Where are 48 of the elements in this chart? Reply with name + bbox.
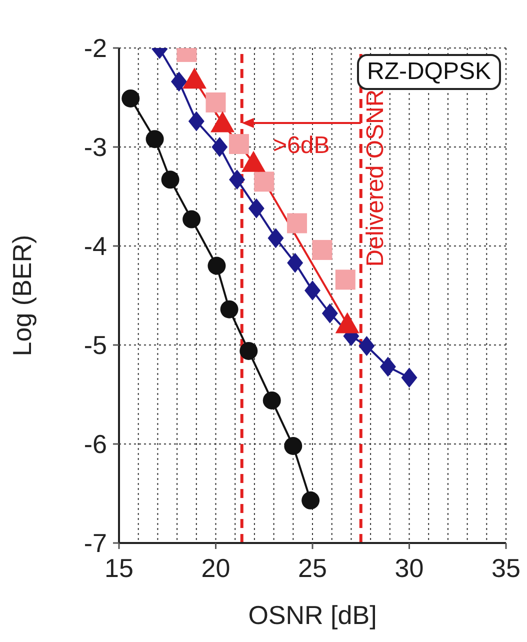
y-tick-label: -3 [84, 132, 107, 162]
y-tick-label: -6 [84, 429, 107, 459]
y-tick-label: -4 [84, 231, 107, 261]
x-axis-title: OSNR [dB] [248, 600, 377, 630]
x-tick-label: 20 [201, 553, 230, 583]
point [208, 256, 226, 275]
point [401, 368, 418, 388]
point [182, 210, 201, 228]
point [302, 491, 320, 510]
point [170, 72, 187, 92]
point [161, 170, 180, 189]
point [229, 170, 246, 190]
point [188, 111, 204, 132]
x-tick-label: 30 [394, 553, 424, 583]
point [335, 270, 356, 290]
x-tick-label: 25 [298, 553, 327, 583]
point [248, 198, 264, 218]
point [380, 356, 396, 377]
x-tick-label: 35 [492, 553, 520, 583]
point [322, 303, 338, 324]
point [146, 130, 164, 148]
point [254, 172, 274, 192]
point [241, 150, 266, 172]
point [182, 68, 206, 89]
point [210, 111, 235, 132]
annotation: >6dB [273, 132, 330, 159]
point [268, 228, 284, 248]
y-tick-label: -2 [84, 33, 107, 63]
point [262, 391, 281, 410]
point [206, 92, 226, 112]
point [287, 252, 304, 273]
point [304, 280, 320, 301]
ref-line-label: Delivered OSNR [362, 89, 389, 267]
point [335, 312, 360, 334]
y-tick-label: -7 [84, 528, 107, 558]
point [122, 89, 140, 108]
point [228, 134, 249, 154]
y-axis-title: Log (BER) [7, 234, 38, 356]
point [240, 342, 258, 360]
point [220, 300, 238, 318]
point [212, 137, 228, 157]
y-tick-label: -5 [84, 330, 107, 360]
point [284, 436, 302, 455]
point [312, 240, 332, 260]
point [287, 213, 308, 234]
x-tick-label: 15 [104, 553, 134, 583]
annotation: RZ-DQPSK [356, 54, 501, 90]
point [358, 336, 375, 356]
